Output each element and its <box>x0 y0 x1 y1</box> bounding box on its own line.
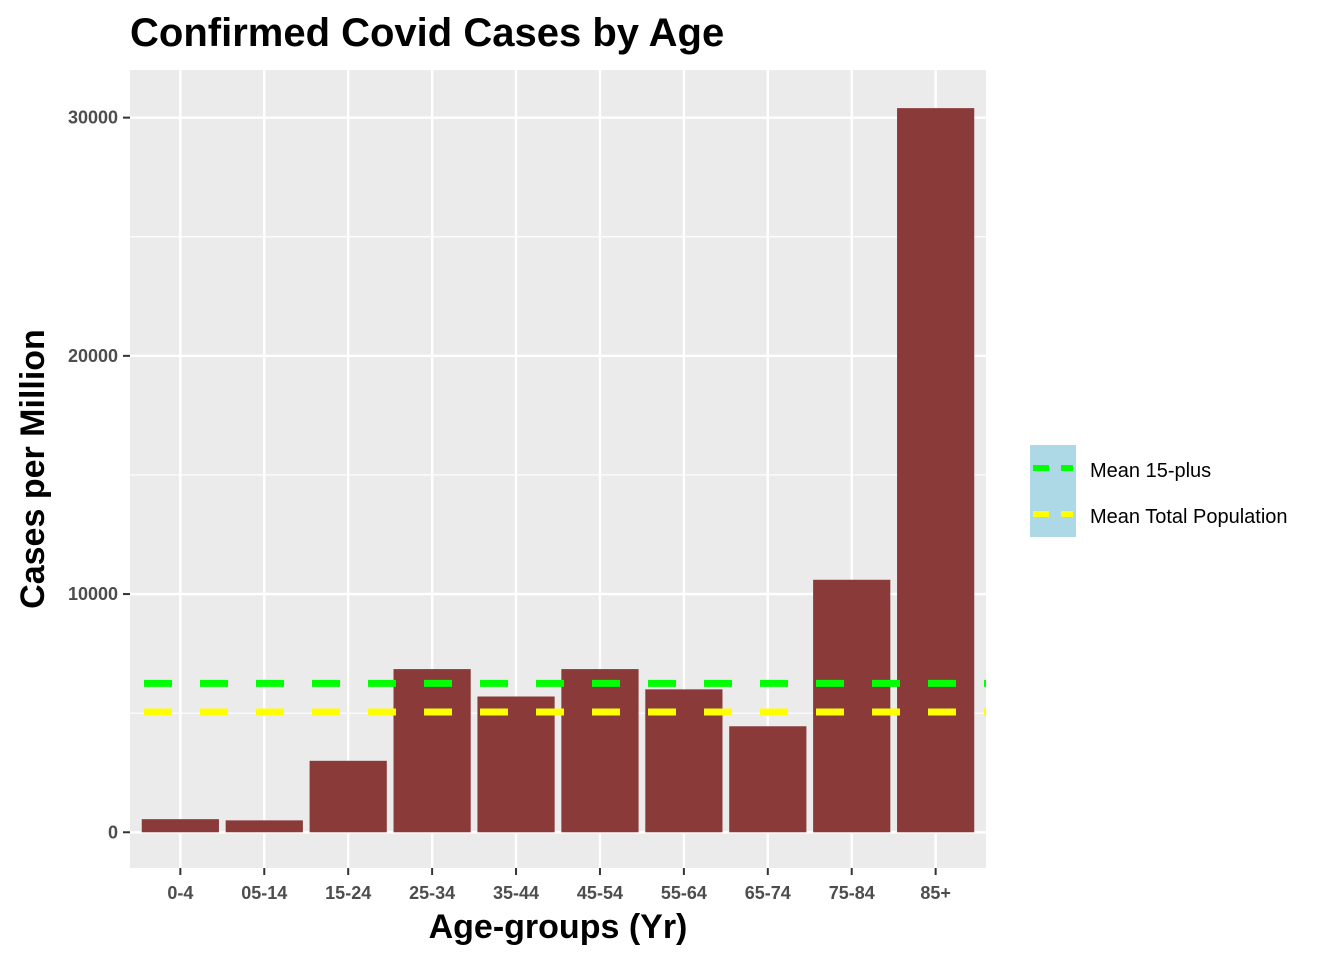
bar-85+ <box>897 108 975 833</box>
bar-05-14 <box>225 820 303 833</box>
legend-label-mean-15-plus: Mean 15-plus <box>1090 460 1211 482</box>
bar-25-34 <box>393 669 471 833</box>
bar-75-84 <box>813 579 891 833</box>
x-tick-label: 55-64 <box>661 883 707 903</box>
y-axis-title: Cases per Million <box>14 329 52 609</box>
chart-title: Confirmed Covid Cases by Age <box>130 11 724 55</box>
y-axis-ticks: 0 10000 20000 30000 <box>68 108 130 842</box>
x-tick-label: 35-44 <box>493 883 539 903</box>
x-tick-label: 85+ <box>920 883 951 903</box>
bar-65-74 <box>729 726 807 833</box>
x-tick-label: 15-24 <box>325 883 371 903</box>
bar-45-54 <box>561 669 639 833</box>
y-tick-label: 10000 <box>68 584 118 604</box>
x-tick-label: 45-54 <box>577 883 623 903</box>
legend-key-background <box>1030 445 1076 537</box>
y-tick-label: 0 <box>108 822 118 842</box>
bar-15-24 <box>309 760 387 833</box>
x-tick-label: 05-14 <box>241 883 287 903</box>
x-axis-title: Age-groups (Yr) <box>429 908 688 946</box>
x-tick-label: 0-4 <box>167 883 193 903</box>
x-axis-ticks: 0-4 05-14 15-24 25-34 35-44 45-54 55-64 65-74 75… <box>167 868 951 903</box>
bar-35-44 <box>477 696 555 833</box>
y-tick-label: 20000 <box>68 346 118 366</box>
legend: Mean 15-plus Mean Total Population <box>1030 445 1288 537</box>
y-tick-label: 30000 <box>68 108 118 128</box>
x-tick-label: 25-34 <box>409 883 455 903</box>
legend-label-mean-total-population: Mean Total Population <box>1090 506 1288 528</box>
x-tick-label: 65-74 <box>745 883 791 903</box>
bar-0-4 <box>141 819 219 833</box>
x-tick-label: 75-84 <box>829 883 875 903</box>
